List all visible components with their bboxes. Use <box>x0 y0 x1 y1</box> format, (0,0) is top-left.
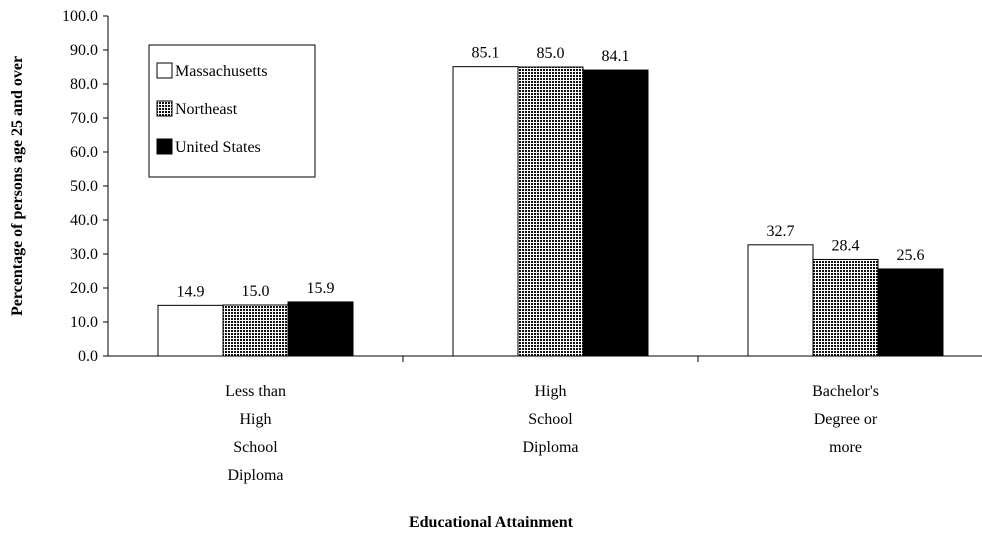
y-tick-label: 30.0 <box>70 246 98 263</box>
y-tick-label: 40.0 <box>70 212 98 229</box>
bar-northeast <box>812 258 879 357</box>
legend-label: United States <box>175 139 261 156</box>
y-tick-label: 70.0 <box>70 110 98 127</box>
category-label: School <box>233 439 278 456</box>
legend-swatch <box>156 62 173 79</box>
data-label: 15.0 <box>242 283 270 300</box>
legend-swatch <box>156 138 173 155</box>
data-label: 32.7 <box>767 223 795 240</box>
data-label: 28.4 <box>832 237 860 254</box>
y-axis-title: Percentage of persons age 25 and over <box>9 56 26 316</box>
y-tick-label: 20.0 <box>70 280 98 297</box>
y-tick-label: 10.0 <box>70 314 98 331</box>
data-label: 25.6 <box>897 247 925 264</box>
y-tick-label: 60.0 <box>70 144 98 161</box>
category-label: High <box>535 383 567 400</box>
bar-northeast <box>222 304 289 357</box>
category-label: Less than <box>225 383 286 400</box>
bar-massachusetts <box>157 304 224 357</box>
bar-united-states <box>582 69 649 357</box>
bar-massachusetts <box>452 66 519 357</box>
bars <box>157 66 944 357</box>
bar-massachusetts <box>747 244 814 357</box>
bar-northeast <box>517 66 584 357</box>
data-label: 84.1 <box>602 48 630 65</box>
ticks: 0.0 10.0 20.0 30.0 40.0 50.0 60.0 70.0 80.0 90.0 1… <box>62 8 699 365</box>
category-label: Bachelor's <box>812 383 879 400</box>
category-label: Diploma <box>523 439 579 456</box>
data-label: 85.1 <box>472 45 500 62</box>
data-label: 85.0 <box>537 45 565 62</box>
bar-united-states <box>877 268 944 357</box>
y-tick-label: 0.0 <box>78 348 98 365</box>
data-label: 15.9 <box>307 280 335 297</box>
category-label: Diploma <box>228 467 284 484</box>
category-label: more <box>829 439 862 456</box>
legend-box <box>148 44 316 178</box>
legend: Massachusetts Northeast United States <box>148 44 316 178</box>
category-label: Degree or <box>814 411 878 428</box>
legend-label: Northeast <box>175 101 238 118</box>
category-label: High <box>240 411 272 428</box>
y-tick-label: 80.0 <box>70 76 98 93</box>
legend-label: Massachusetts <box>175 63 267 80</box>
y-tick-label: 50.0 <box>70 178 98 195</box>
category-label: School <box>528 411 573 428</box>
data-labels: 14.9 15.0 15.9 85.1 85.0 84.1 32.7 28.4 25.6 <box>177 45 925 301</box>
y-tick-label: 100.0 <box>62 8 98 25</box>
bar-united-states <box>287 301 354 357</box>
x-axis-title: Educational Attainment <box>409 514 574 531</box>
y-tick-label: 90.0 <box>70 42 98 59</box>
category-labels: Less than High School Diploma High School Dipl… <box>225 383 879 484</box>
data-label: 14.9 <box>177 283 205 300</box>
legend-swatch <box>156 100 173 117</box>
